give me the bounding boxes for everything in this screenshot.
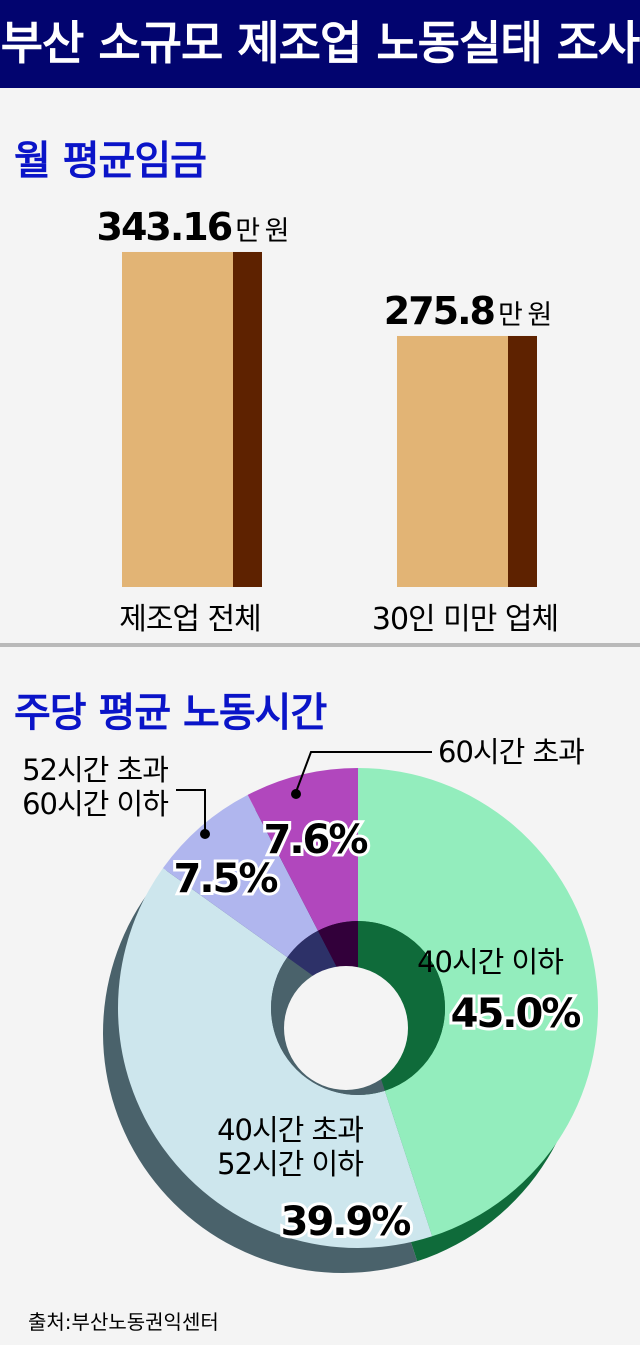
callout-line — [176, 789, 206, 832]
bar-value: 343.16 — [97, 205, 232, 249]
donut-value-label: 7.5% — [174, 856, 278, 902]
donut-value-label: 39.9% — [281, 1199, 411, 1245]
donut-value-label: 45.0% — [451, 991, 581, 1037]
donut-value-label: 7.6% — [264, 817, 368, 863]
header-title: 부산 소규모 제조업 노동실태 조사 — [0, 0, 640, 88]
bar-category-label: 제조업 전체 — [119, 602, 261, 637]
bar-category-label: 30인 미만 업체 — [372, 602, 558, 637]
bar-front — [122, 251, 233, 587]
bar-side — [233, 251, 262, 587]
donut-hole — [284, 966, 408, 1090]
source-note: 출처:부산노동권익센터 — [28, 1310, 219, 1334]
bar-value-label: 343.16 만 원 — [97, 205, 288, 249]
donut-slice — [358, 768, 599, 1237]
slice-label: 60시간 이하 — [22, 787, 168, 821]
bar-value-label: 275.8 만 원 — [384, 289, 550, 333]
slice-label: 52시간 이하 — [217, 1147, 363, 1181]
slice-label: 52시간 초과 — [22, 753, 168, 787]
callout-dot — [291, 789, 301, 799]
bar-value: 275.8 — [384, 289, 495, 333]
bar-unit: 만 원 — [235, 216, 287, 247]
bar-side — [508, 335, 537, 587]
section-divider — [0, 643, 640, 647]
slice-label: 60시간 초과 — [438, 735, 584, 769]
callout-dot — [200, 829, 210, 839]
callout-line — [295, 751, 432, 793]
donut-slice — [247, 768, 358, 931]
wage-section-title: 월 평균임금 — [14, 138, 207, 184]
hours-section-title: 주당 평균 노동시간 — [14, 690, 327, 736]
bar-front — [397, 335, 508, 587]
bar-unit: 만 원 — [498, 300, 550, 331]
slice-label: 40시간 초과 — [217, 1113, 363, 1147]
slice-label: 40시간 이하 — [417, 945, 563, 979]
donut-slice — [117, 868, 433, 1248]
